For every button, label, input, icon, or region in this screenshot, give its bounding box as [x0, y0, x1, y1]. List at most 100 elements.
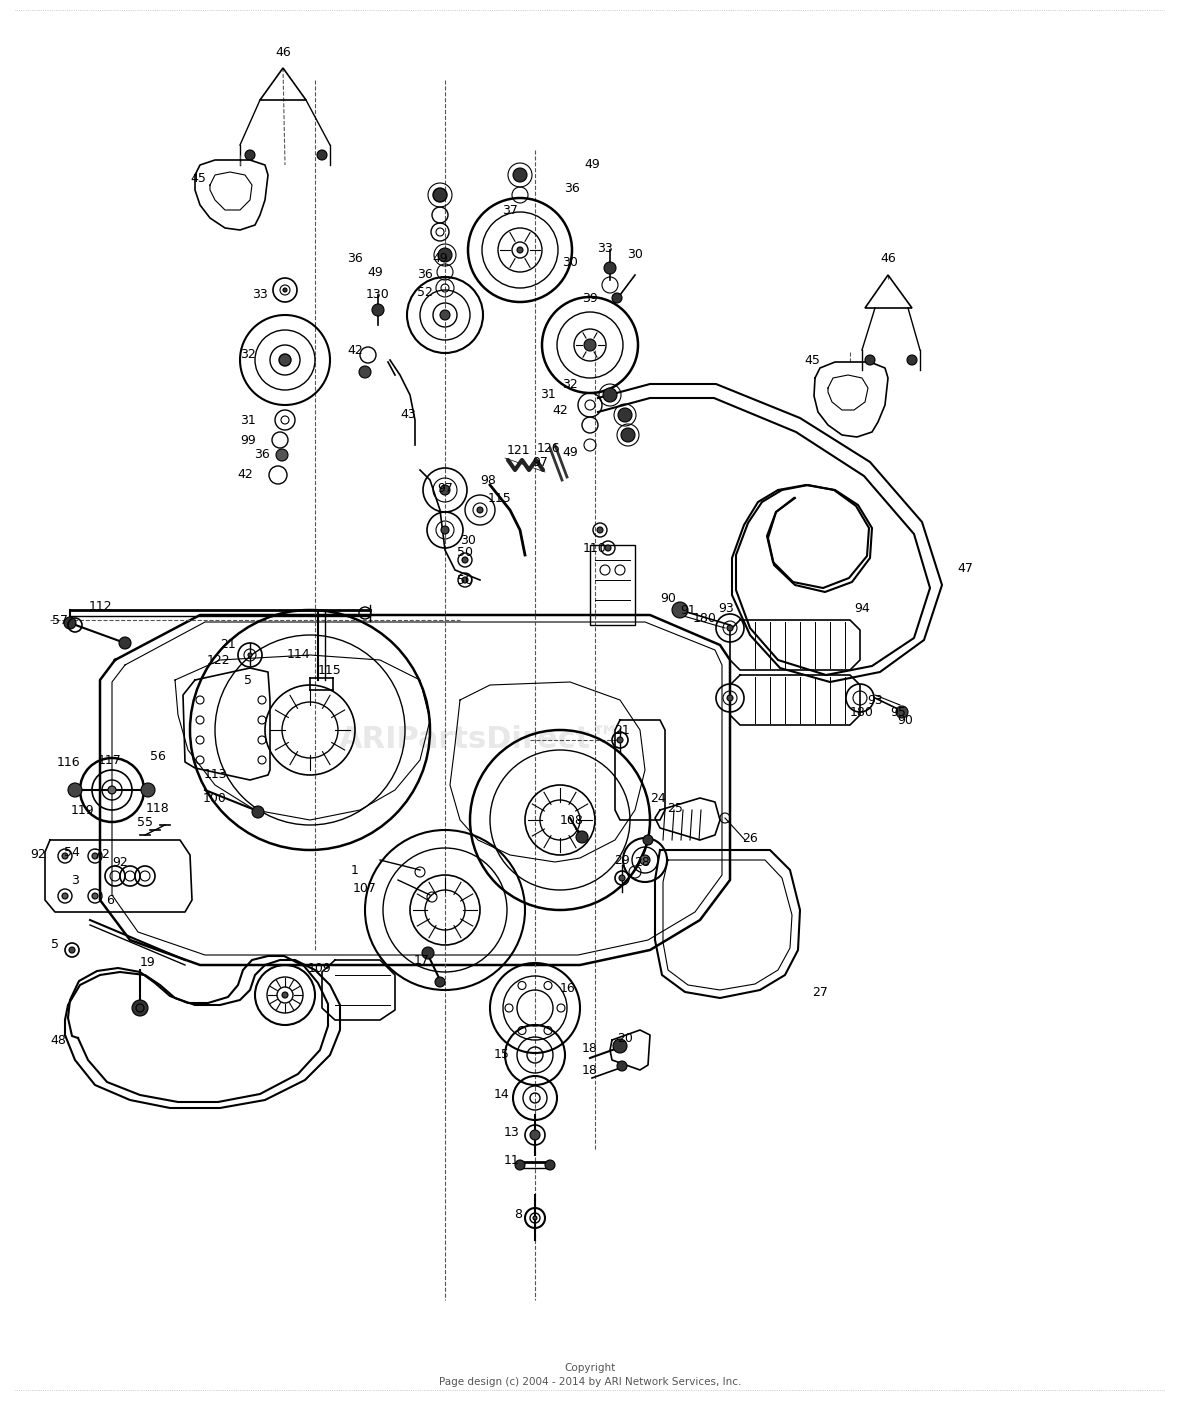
Circle shape	[612, 293, 622, 303]
Circle shape	[513, 168, 527, 183]
Circle shape	[584, 338, 596, 351]
Circle shape	[605, 545, 611, 550]
Text: 91: 91	[680, 604, 696, 616]
Text: 94: 94	[854, 601, 870, 615]
Text: 33: 33	[253, 288, 268, 302]
Circle shape	[317, 150, 327, 160]
Circle shape	[517, 247, 523, 253]
Circle shape	[92, 893, 98, 899]
Circle shape	[372, 305, 384, 316]
Circle shape	[248, 653, 253, 657]
Text: 56: 56	[150, 750, 166, 762]
Circle shape	[530, 1130, 540, 1140]
Text: 100: 100	[203, 792, 227, 804]
Text: 14: 14	[494, 1088, 510, 1102]
Circle shape	[865, 355, 876, 365]
Text: 25: 25	[667, 802, 683, 814]
Text: 108: 108	[560, 813, 584, 827]
Text: 30: 30	[627, 249, 643, 261]
Text: 93: 93	[867, 694, 883, 706]
Text: 52: 52	[417, 285, 433, 299]
Text: 26: 26	[742, 831, 758, 844]
Text: 39: 39	[582, 292, 598, 305]
Circle shape	[359, 366, 371, 378]
Text: 49: 49	[367, 265, 382, 278]
Circle shape	[514, 1160, 525, 1170]
Circle shape	[438, 249, 452, 263]
Text: 110: 110	[583, 542, 607, 555]
Circle shape	[576, 831, 588, 842]
Text: 114: 114	[287, 649, 310, 661]
Circle shape	[422, 948, 434, 959]
Text: 92: 92	[112, 855, 127, 869]
Text: 17: 17	[414, 953, 430, 966]
Text: 49: 49	[562, 445, 578, 459]
Circle shape	[109, 786, 116, 795]
Circle shape	[617, 1061, 627, 1071]
Text: 32: 32	[562, 379, 578, 392]
Text: 115: 115	[319, 664, 342, 677]
Text: 115: 115	[489, 491, 512, 504]
Circle shape	[64, 616, 76, 629]
Text: 18: 18	[582, 1042, 598, 1054]
Text: 99: 99	[240, 434, 256, 446]
Text: 57: 57	[52, 614, 68, 626]
Text: Copyright
Page design (c) 2004 - 2014 by ARI Network Services, Inc.: Copyright Page design (c) 2004 - 2014 by…	[439, 1363, 741, 1387]
Circle shape	[597, 526, 603, 534]
Text: 46: 46	[275, 45, 291, 59]
Text: 48: 48	[50, 1033, 66, 1046]
Circle shape	[278, 354, 291, 366]
Text: 42: 42	[237, 469, 253, 482]
Text: 90: 90	[660, 591, 676, 605]
Text: 107: 107	[353, 882, 376, 894]
Text: 55: 55	[137, 816, 153, 828]
Text: 126: 126	[536, 441, 559, 455]
Text: 5: 5	[244, 674, 253, 687]
Text: 45: 45	[804, 354, 820, 366]
Circle shape	[63, 893, 68, 899]
Text: 8: 8	[514, 1209, 522, 1221]
Text: 92: 92	[31, 848, 46, 862]
Text: 97: 97	[532, 455, 548, 469]
Circle shape	[440, 310, 450, 320]
Circle shape	[140, 783, 155, 797]
Circle shape	[276, 449, 288, 461]
Circle shape	[433, 188, 447, 202]
Text: 1: 1	[352, 863, 359, 876]
Text: 95: 95	[890, 705, 906, 719]
Circle shape	[643, 835, 653, 845]
Text: 50: 50	[457, 573, 473, 587]
Text: 36: 36	[417, 268, 433, 281]
Text: 24: 24	[650, 792, 666, 804]
Circle shape	[92, 854, 98, 859]
Text: 121: 121	[506, 444, 530, 456]
Text: 30: 30	[460, 534, 476, 546]
Text: 118: 118	[146, 802, 170, 814]
Text: 28: 28	[634, 855, 650, 869]
Circle shape	[533, 1216, 537, 1220]
Text: 6: 6	[106, 893, 114, 907]
Text: 37: 37	[502, 204, 518, 216]
Circle shape	[132, 1000, 148, 1016]
Circle shape	[727, 695, 733, 701]
Text: 13: 13	[504, 1126, 520, 1139]
Text: 49: 49	[432, 251, 448, 264]
Circle shape	[441, 526, 450, 534]
Text: 42: 42	[347, 344, 363, 357]
Text: 90: 90	[897, 713, 913, 726]
Text: 117: 117	[98, 754, 122, 767]
Text: 45: 45	[190, 171, 206, 184]
Circle shape	[907, 355, 917, 365]
Text: 21: 21	[221, 639, 236, 651]
Circle shape	[671, 602, 688, 618]
Text: 27: 27	[812, 986, 828, 998]
Text: 97: 97	[437, 482, 453, 494]
Text: 98: 98	[480, 473, 496, 487]
Text: 31: 31	[240, 414, 256, 427]
Circle shape	[545, 1160, 555, 1170]
Text: 36: 36	[254, 448, 270, 462]
Text: 16: 16	[560, 981, 576, 994]
Circle shape	[63, 854, 68, 859]
Text: 113: 113	[203, 768, 227, 782]
Circle shape	[618, 409, 632, 423]
